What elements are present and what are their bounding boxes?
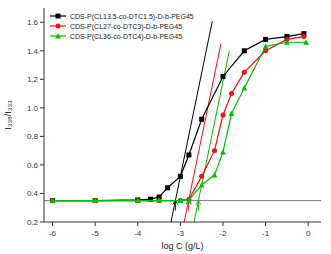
data-point (186, 197, 192, 203)
y-tick-label: 0.4 (27, 189, 39, 198)
data-point (50, 198, 56, 204)
legend-label: CDS-P(CL36-co-DTC4)-D-b-PEG45 (70, 33, 182, 41)
x-tick-label: 0 (306, 229, 311, 238)
y-tick (40, 164, 44, 165)
x-axis-label: log C (g/L) (161, 241, 203, 251)
y-axis-label: I₃₃₈/I₃₃₃ (3, 100, 13, 130)
data-point (212, 148, 217, 153)
y-tick (40, 107, 44, 108)
x-tick (95, 222, 96, 226)
series-line (53, 42, 307, 200)
data-point (199, 182, 205, 188)
series-line (53, 37, 304, 201)
tangent-line (187, 50, 230, 222)
data-point (242, 70, 247, 75)
cmc-arrow (173, 201, 178, 211)
plot-area (44, 21, 321, 222)
y-tick (40, 222, 44, 223)
data-point (135, 197, 140, 202)
tangent-line (174, 44, 221, 222)
data-point (199, 174, 204, 179)
data-point (186, 152, 191, 157)
y-tick (40, 79, 44, 80)
data-point (284, 39, 290, 45)
y-tick-label: 1.4 (27, 47, 39, 56)
x-tick (180, 222, 181, 226)
series (50, 34, 306, 203)
tangent-line (157, 21, 212, 222)
x-tick-label: -4 (134, 229, 142, 238)
axes: -6 -5 -4 -3 -2 -1 0 0.2 0.4 0.6 0.8 1.0 1.2 1.4 1.6 (27, 8, 321, 238)
x-tick-label: -5 (92, 229, 100, 238)
data-point (212, 172, 218, 178)
y-tick-label: 1.6 (27, 18, 39, 27)
legend-marker (55, 33, 61, 39)
data-point (165, 185, 170, 190)
y-tick-label: 0.8 (27, 132, 39, 141)
data-point (229, 111, 235, 117)
data-point (135, 198, 141, 204)
data-point (178, 174, 183, 179)
y-axis-line (44, 8, 45, 222)
y-tick (40, 136, 44, 137)
y-tick-label: 0.2 (27, 218, 39, 227)
data-point (301, 34, 306, 39)
data-point (220, 113, 225, 118)
y-tick (40, 50, 44, 51)
y-tick (40, 193, 44, 194)
legend-marker (56, 14, 61, 19)
data-point (92, 198, 98, 204)
x-tick (308, 222, 309, 226)
y-tick (40, 22, 44, 23)
data-point (220, 74, 225, 79)
data-point (303, 39, 309, 45)
data-point (263, 44, 269, 50)
legend-label: CDS-P(CL13.5-co-DTC1.5)-D-b-PEG45 (70, 13, 194, 21)
x-axis-line (44, 222, 321, 223)
y-tick-label: 1.2 (27, 75, 39, 84)
legend-label: CDS-P(CL27-co-DTC3)-D-b-PEG45 (70, 23, 182, 31)
arrow-shaft (175, 201, 176, 211)
legend-marker (56, 24, 61, 29)
data-point (178, 198, 184, 204)
y-tick-label: 0.6 (27, 161, 39, 170)
y-tick-label: 1.0 (27, 104, 39, 113)
data-point (156, 198, 162, 204)
data-point (220, 149, 226, 155)
chart: -6 -5 -4 -3 -2 -1 0 0.2 0.4 0.6 0.8 1.0 1.2 1.4 1.6 log… (0, 0, 331, 254)
cmc-arrow (196, 201, 201, 211)
series (50, 31, 306, 203)
x-tick-label: -3 (177, 229, 185, 238)
x-tick (52, 222, 53, 226)
arrow-head (196, 201, 201, 205)
legend: CDS-P(CL13.5-co-DTC1.5)-D-b-PEG45 CDS-P(C… (50, 13, 194, 41)
data-point (199, 117, 204, 122)
x-tick (265, 222, 266, 226)
series-line (53, 34, 304, 201)
data-point (241, 85, 247, 91)
data-point (229, 91, 234, 96)
x-tick-label: -6 (49, 229, 57, 238)
arrow-shaft (198, 201, 199, 211)
x-tick (137, 222, 138, 226)
x-tick-label: -2 (219, 229, 227, 238)
data-point (263, 37, 268, 42)
data-point (242, 48, 247, 53)
x-tick-label: -1 (262, 229, 270, 238)
x-tick (222, 222, 223, 226)
series (50, 39, 309, 203)
